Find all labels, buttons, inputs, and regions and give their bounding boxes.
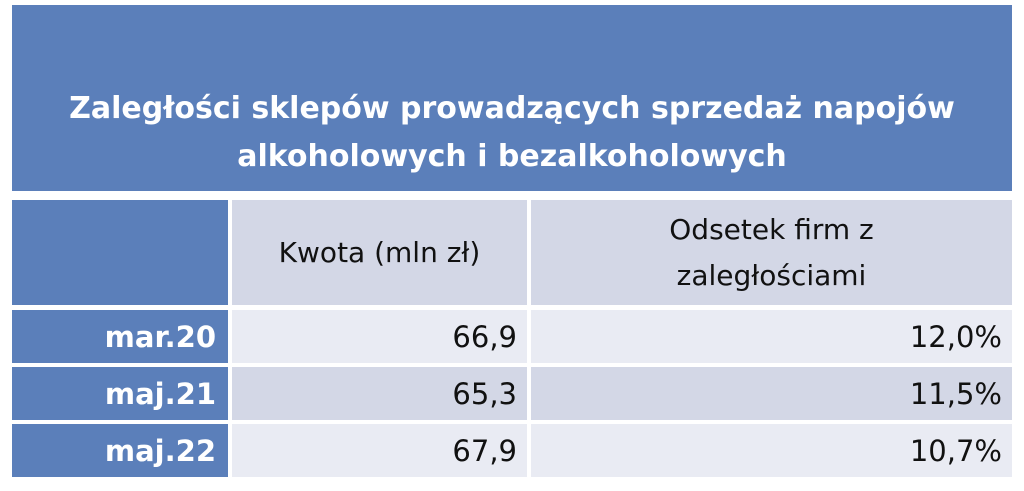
share-cell: 12,0% [531, 310, 1012, 363]
amount-cell: 66,9 [232, 310, 527, 363]
row-label: maj.21 [12, 367, 228, 420]
table-title: Zaległości sklepów prowadzących sprzedaż… [12, 5, 1012, 191]
column-header: Kwota (mln zł) [232, 200, 527, 305]
column-header: Odsetek firm z zaległościami [531, 200, 1012, 305]
amount-cell: 65,3 [232, 367, 527, 420]
amount-cell: 67,9 [232, 424, 527, 477]
share-cell: 10,7% [531, 424, 1012, 477]
row-label: maj.22 [12, 424, 228, 477]
header-corner [12, 200, 228, 305]
row-label: mar.20 [12, 310, 228, 363]
share-cell: 11,5% [531, 367, 1012, 420]
